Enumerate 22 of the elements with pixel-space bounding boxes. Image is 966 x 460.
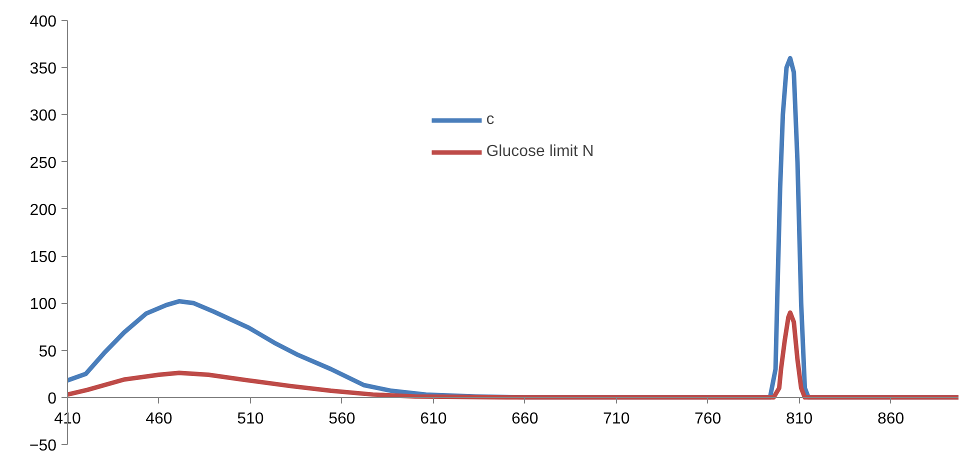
line-series xyxy=(68,310,958,400)
x-tick-label: 810 xyxy=(786,410,813,428)
y-tick-label: 200 xyxy=(30,202,57,219)
x-tick-label: 760 xyxy=(694,410,722,428)
x-tick-label: 660 xyxy=(512,410,538,428)
legend-label: Glucose limit N xyxy=(486,143,594,161)
y-tick-label: 250 xyxy=(30,154,57,172)
y-tick-label: 350 xyxy=(30,60,57,78)
y-tick-label: 150 xyxy=(30,249,57,266)
y-tick-label: −50 xyxy=(29,438,57,454)
x-tick-label: 710 xyxy=(603,410,630,428)
legend-label: c xyxy=(486,111,496,129)
x-tick-label: 560 xyxy=(328,410,356,428)
y-tick-label: 300 xyxy=(30,108,57,125)
y-tick-label: 0 xyxy=(48,390,57,408)
y-tick-label: 100 xyxy=(30,296,57,314)
x-tick-label: 860 xyxy=(877,410,904,428)
y-tick-label: 50 xyxy=(38,343,57,360)
x-tick-label: 610 xyxy=(420,410,447,428)
x-tick-label: 460 xyxy=(146,410,172,428)
x-tick-label: 510 xyxy=(237,410,264,428)
y-tick-label: 400 xyxy=(30,14,57,30)
